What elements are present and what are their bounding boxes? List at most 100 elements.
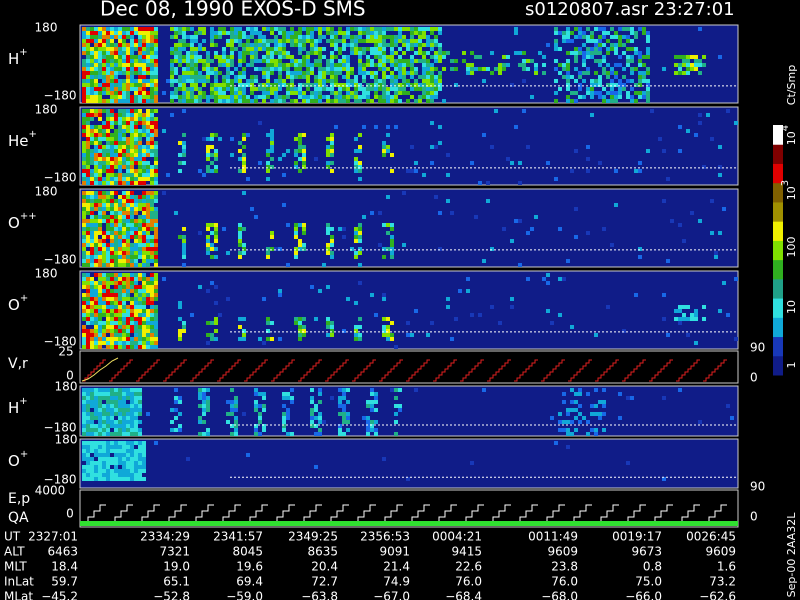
spectrogram-cell [130,181,134,185]
spectrogram-cell [178,329,182,333]
spectrogram-cell [318,47,322,51]
spectrogram-cell [358,337,362,341]
spectrogram-cell [154,191,158,195]
spectrogram-cell [386,125,390,129]
spectrogram-cell [150,63,154,67]
spectrogram-cell [82,145,86,149]
spectrogram-cell [134,420,138,424]
spectrogram-cell [562,420,566,424]
spectrogram-cell [318,428,322,432]
spectrogram-cell [202,412,206,416]
spectrogram-cell [590,87,594,91]
spectrogram-cell [90,63,94,67]
spectrogram-cell [266,169,270,173]
spectrogram-cell [166,173,170,177]
spectrogram-cell [98,457,102,461]
spectrogram-cell [618,87,622,91]
spectrogram-cell [106,420,110,424]
spectrogram-cell [82,129,86,133]
spectrogram-cell [254,215,258,219]
spectrogram-cell [270,235,274,239]
spectrogram-cell [454,83,458,87]
spectrogram-cell [238,31,242,35]
spectrogram-cell [566,51,570,55]
spectrogram-cell [398,87,402,91]
spectrogram-cell [110,219,114,223]
spectrogram-cell [374,47,378,51]
spectrogram-cell [286,51,290,55]
spectrogram-cell [138,273,142,277]
spectrogram-cell [310,47,314,51]
spectrogram-cell [98,247,102,251]
spectrogram-cell [222,59,226,63]
spectrogram-cell [326,67,330,71]
spectrogram-cell [122,113,126,117]
spectrogram-cell [370,71,374,75]
spectrogram-cell [262,424,266,428]
spectrogram-cell [230,43,234,47]
spectrogram-cell [222,227,226,231]
spectrogram-cell [142,157,146,161]
spectrogram-cell [346,59,350,63]
spectrogram-cell [90,461,94,465]
spectrogram-cell [130,325,134,329]
spectrogram-cell [98,449,102,453]
spectrogram-cell [326,161,330,165]
spectrogram-cell [370,428,374,432]
spectrogram-cell [518,161,522,165]
y-tick-label: 25 [58,345,73,359]
spectrogram-cell [390,255,394,259]
spectrogram-cell [314,43,318,47]
spectrogram-cell [386,91,390,95]
spectrogram-cell [138,145,142,149]
spectrogram-cell [618,55,622,59]
spectrogram-cell [150,277,154,281]
spectrogram-cell [102,277,106,281]
spectrogram-cell [118,281,122,285]
spectrogram-cell [326,63,330,67]
spectrogram-cell [282,27,286,31]
spectrogram-cell [574,428,578,432]
spectrogram-cell [566,95,570,99]
spectrogram-cell [122,289,126,293]
spectrogram-cell [146,203,150,207]
spectrogram-cell [154,177,158,181]
spectrogram-cell [130,157,134,161]
spectrogram-cell [242,83,246,87]
spectrogram-cell [394,95,398,99]
spectrogram-cell [230,87,234,91]
spectrogram-cell [614,31,618,35]
spectrogram-cell [98,251,102,255]
spectrogram-cell [326,321,330,325]
spectrogram-cell [442,67,446,71]
spectrogram-cell [254,400,258,404]
spectrogram-cell [494,67,498,71]
spectrogram-cell [82,133,86,137]
spectrogram-cell [106,337,110,341]
spectrogram-cell [150,215,154,219]
spectrogram-cell [86,133,90,137]
spectrogram-cell [134,207,138,211]
spectrogram-cell [122,191,126,195]
spectrogram-cell [86,153,90,157]
colorbar-segment [773,298,783,318]
spectrogram-cell [134,469,138,473]
spectrogram-cell [302,133,306,137]
spectrogram-cell [318,420,322,424]
spectrogram-cell [566,59,570,63]
spectrogram-cell [378,51,382,55]
spectrogram-cell [282,43,286,47]
spectrogram-cell [570,325,574,329]
spectrogram-cell [110,211,114,215]
spectrogram-cell [178,169,182,173]
spectrogram-cell [110,117,114,121]
cell: 19.0 [163,560,190,574]
spectrogram-cell [118,285,122,289]
spectrogram-cell [430,67,434,71]
spectrogram-cell [110,333,114,337]
spectrogram-cell [422,173,426,177]
cell: 9091 [379,545,410,559]
spectrogram-cell [422,35,426,39]
spectrogram-cell [294,321,298,325]
spectrogram-cell [122,341,126,345]
